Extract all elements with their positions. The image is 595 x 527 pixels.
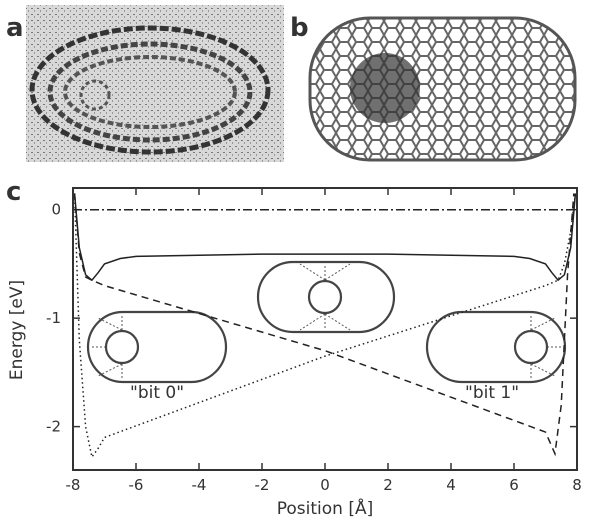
x-tick-label: 8 [572, 476, 582, 494]
panel-label: b [290, 13, 309, 43]
annotation: "bit 0" [130, 383, 184, 403]
micrograph [26, 5, 284, 162]
y-axis-label: Energy [eV] [7, 280, 27, 380]
x-tick-label: -8 [66, 476, 81, 494]
y-tick-label: -2 [46, 418, 61, 436]
series-line [73, 193, 577, 282]
x-tick-label: 2 [383, 476, 393, 494]
x-tick-label: 4 [446, 476, 456, 494]
x-tick-label: -4 [192, 476, 207, 494]
inset-middle [256, 260, 396, 334]
x-axis-label: Position [Å] [277, 497, 374, 519]
inset-left [86, 310, 228, 384]
plot-frame [72, 187, 578, 471]
y-tick-label: 0 [51, 201, 61, 219]
inset-right [425, 310, 567, 384]
x-tick-label: -6 [129, 476, 144, 494]
series-line [73, 193, 575, 457]
series-line [73, 193, 577, 459]
y-tick-label: -1 [46, 309, 61, 327]
panel-label: c [6, 177, 21, 207]
x-tick-label: -2 [255, 476, 270, 494]
nanotube-model [308, 16, 577, 162]
x-tick-label: 0 [320, 476, 330, 494]
annotation: "bit 1" [465, 383, 519, 403]
x-tick-label: 6 [509, 476, 519, 494]
panel-label: a [6, 13, 24, 43]
